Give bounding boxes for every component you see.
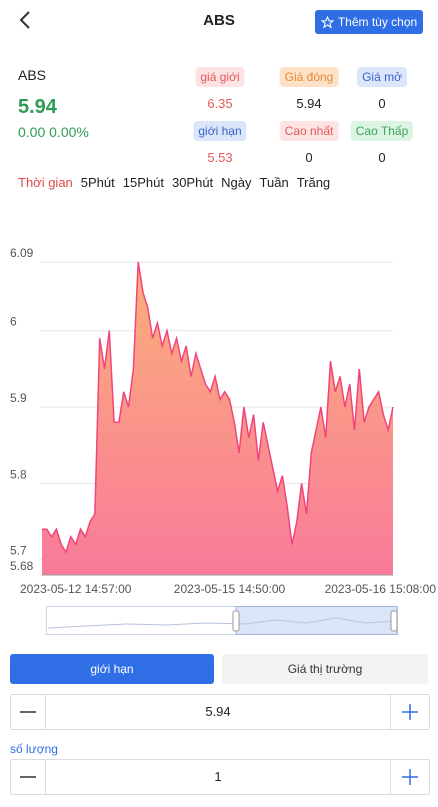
plus-icon[interactable] <box>401 768 419 786</box>
period-tab[interactable]: 30Phút <box>171 175 214 190</box>
stat-value: 0 <box>378 96 386 111</box>
button-label: Thêm tùy chọn <box>337 15 418 29</box>
y-tick-label: 6 <box>10 315 17 329</box>
stat-value: 6.35 <box>207 96 233 111</box>
period-tabs: Thời gian 5Phút 15Phút 30Phút Ngày Tuần … <box>18 175 330 190</box>
period-tab[interactable]: 15Phút <box>122 175 164 190</box>
stat-label: Cao nhất <box>279 121 339 141</box>
quantity-label: số lượng <box>10 742 58 756</box>
order-type-tab[interactable]: Giá thị trường <box>222 654 428 684</box>
area-fill <box>42 262 393 575</box>
add-option-button[interactable]: Thêm tùy chọn <box>315 10 423 34</box>
y-tick-label: 5.68 <box>10 559 34 573</box>
price-input[interactable]: 5.94 <box>10 694 430 730</box>
x-tick-label: 2023-05-12 14:57:00 <box>20 582 132 596</box>
order-type-tab[interactable]: giới hạn <box>10 654 214 684</box>
period-tab[interactable]: Trăng <box>296 175 331 190</box>
minus-icon[interactable] <box>19 704 37 720</box>
x-tick-label: 2023-05-16 15:08:00 <box>325 582 437 596</box>
stat-value: 0 <box>305 150 313 165</box>
stat-label: Cao Thấp <box>350 121 414 141</box>
y-tick-label: 5.8 <box>10 467 27 481</box>
star-icon <box>320 15 334 29</box>
period-tab[interactable]: 5Phút <box>80 175 115 190</box>
stat-label: Giá mở <box>357 67 407 87</box>
quantity-input[interactable]: 1 <box>10 759 430 795</box>
stat-label: giới hạn <box>193 121 247 141</box>
period-tab[interactable]: Tuần <box>259 175 289 190</box>
quantity-value: 1 <box>45 760 391 794</box>
x-tick-label: 2023-05-15 14:50:00 <box>174 582 286 596</box>
plus-icon[interactable] <box>401 703 419 721</box>
y-tick-label: 6.09 <box>10 246 34 260</box>
price-line <box>42 261 394 554</box>
change: 0.00 0.00% <box>18 124 89 140</box>
price: 5.94 <box>18 96 57 118</box>
price-chart: 5.685.7 5.8 5.9 6 6.09 2023-05-12 14:57:00 202… <box>10 246 437 596</box>
page-title: ABS <box>203 12 235 29</box>
symbol: ABS <box>18 67 47 83</box>
stat-value: 5.94 <box>296 96 322 111</box>
y-tick-label: 5.7 <box>10 544 27 558</box>
period-tab[interactable]: Thời gian <box>18 175 73 190</box>
period-tab[interactable]: Ngày <box>221 175 252 190</box>
stat-label: giá giới <box>195 67 245 87</box>
back-button[interactable] <box>18 10 32 30</box>
price-value: 5.94 <box>45 695 391 729</box>
stat-value: 0 <box>378 150 386 165</box>
stat-value: 5.53 <box>207 150 233 165</box>
minus-icon[interactable] <box>19 769 37 785</box>
range-navigator[interactable] <box>46 606 398 636</box>
y-tick-label: 5.9 <box>10 391 27 405</box>
stat-label: Giá đóng <box>279 67 339 87</box>
